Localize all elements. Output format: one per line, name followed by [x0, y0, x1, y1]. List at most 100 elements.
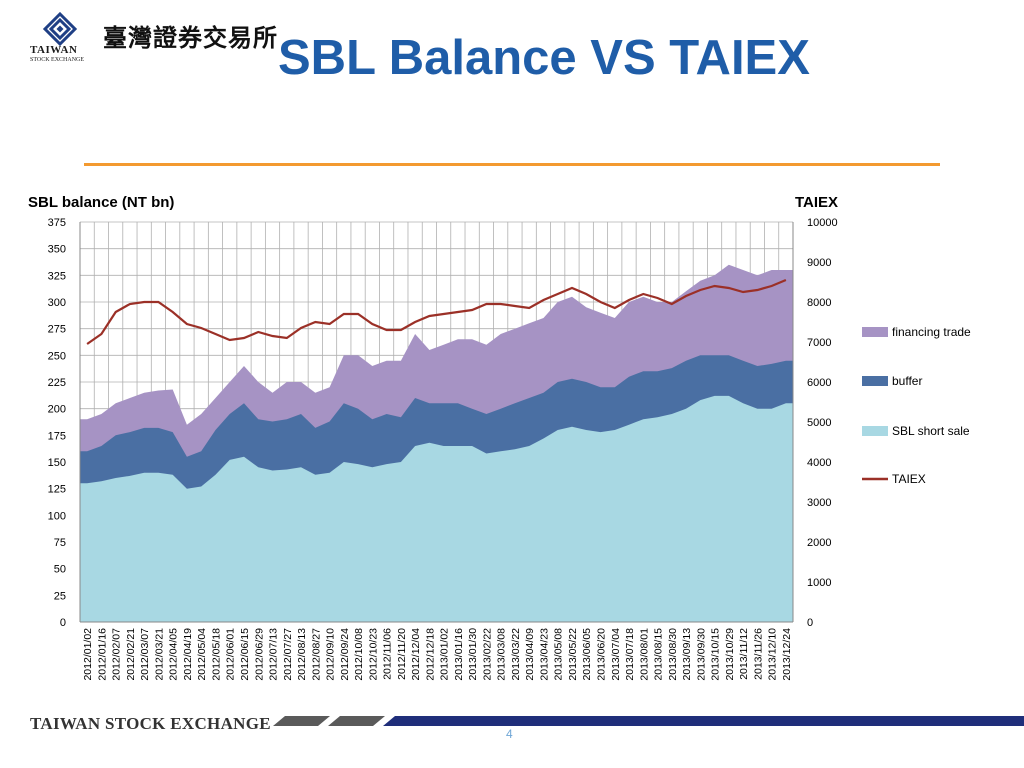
x-tick-label: 2012/11/20 — [396, 628, 408, 680]
y2-tick-label: 5000 — [807, 417, 831, 429]
logo-text-cn: 臺灣證券交易所 — [103, 23, 278, 52]
x-tick-label: 2013/07/18 — [624, 628, 636, 681]
x-tick-label: 2012/07/13 — [268, 628, 280, 681]
diamond-logo-icon — [42, 12, 78, 47]
x-tick-label: 2013/08/01 — [638, 628, 650, 681]
y2-axis-label: TAIEX — [795, 194, 838, 211]
y-tick-label: 225 — [48, 377, 66, 389]
y2-tick-label: 7000 — [807, 337, 831, 349]
x-tick-label: 2012/10/23 — [367, 628, 379, 681]
y-tick-label: 275 — [48, 324, 66, 336]
x-tick-label: 2013/09/30 — [695, 628, 707, 681]
y-tick-label: 200 — [48, 404, 66, 416]
x-tick-label: 2012/08/13 — [296, 628, 308, 681]
x-tick-label: 2012/06/01 — [225, 628, 237, 681]
line-taiex — [86, 278, 787, 345]
x-tick-label: 2013/11/12 — [738, 628, 750, 680]
x-tick-label: 2013/01/16 — [453, 628, 465, 681]
x-tick-label: 2012/04/05 — [168, 628, 180, 681]
y-tick-label: 0 — [60, 617, 66, 629]
title-divider — [84, 163, 940, 166]
y-tick-label: 325 — [48, 270, 66, 282]
footer-band — [273, 716, 1024, 726]
y-tick-label: 100 — [48, 510, 66, 522]
x-tick-label: 2012/04/19 — [182, 628, 194, 681]
legend-label: TAIEX — [892, 472, 926, 486]
x-tick-label: 2012/05/04 — [196, 628, 208, 681]
legend: financing trade buffer SBL short sale TAIEX — [862, 325, 971, 486]
x-tick-label: 2013/12/10 — [767, 628, 779, 681]
x-tick-label: 2013/12/24 — [781, 628, 793, 681]
y2-tick-label: 4000 — [807, 457, 831, 469]
y-tick-label: 250 — [48, 350, 66, 362]
legend-label: buffer — [892, 374, 922, 388]
x-tick-label: 2013/09/13 — [681, 628, 693, 681]
y-tick-label: 300 — [48, 297, 66, 309]
y-ticks: 0 25 50 75 100 125 150 175 200 225 250 275 300 325 350… — [48, 217, 66, 629]
y-tick-label: 125 — [48, 484, 66, 496]
legend-swatch — [862, 376, 888, 386]
y2-tick-label: 0 — [807, 617, 813, 629]
page-title: SBL Balance VS TAIEX — [278, 31, 810, 85]
x-tick-label: 2012/01/16 — [96, 628, 108, 681]
x-tick-label: 2013/06/20 — [596, 628, 608, 681]
x-tick-label: 2012/10/08 — [353, 628, 365, 681]
y-tick-label: 75 — [54, 537, 66, 549]
x-tick-label: 2013/06/05 — [581, 628, 593, 681]
stacked-areas — [80, 264, 793, 622]
logo-text-en-sub: STOCK EXCHANGE — [30, 57, 85, 63]
y2-tick-label: 2000 — [807, 537, 831, 549]
x-tick-label: 2012/07/27 — [282, 628, 294, 681]
legend-label: SBL short sale — [892, 424, 970, 438]
y-tick-label: 175 — [48, 430, 66, 442]
x-tick-label: 2012/02/21 — [125, 628, 137, 681]
x-tick-label: 2012/02/07 — [111, 628, 123, 681]
x-tick-label: 2013/01/02 — [439, 628, 451, 681]
x-tick-label: 2013/10/15 — [710, 628, 722, 681]
x-tick-label: 2012/12/04 — [410, 628, 422, 681]
area-sbl-short-sale — [80, 395, 793, 622]
x-ticks: 2012/01/02 2012/01/16 2012/02/07 2012/02/21… — [82, 628, 793, 681]
x-tick-label: 2012/06/29 — [253, 628, 265, 681]
legend-swatch — [862, 426, 888, 436]
x-tick-label: 2013/08/15 — [653, 628, 665, 681]
x-tick-label: 2012/11/06 — [382, 628, 394, 680]
x-tick-label: 2013/01/30 — [467, 628, 479, 681]
y-tick-label: 50 — [54, 564, 66, 576]
x-tick-label: 2013/04/23 — [539, 628, 551, 681]
x-tick-label: 2013/10/29 — [724, 628, 736, 681]
logo-text-en: TAIWAN — [30, 44, 78, 56]
x-tick-label: 2013/08/30 — [667, 628, 679, 681]
footer-brand: TAIWAN STOCK EXCHANGE — [30, 714, 271, 733]
x-tick-label: 2013/04/09 — [524, 628, 536, 681]
x-tick-label: 2013/03/22 — [510, 628, 522, 681]
y2-tick-label: 8000 — [807, 297, 831, 309]
twse-logo — [42, 12, 78, 47]
x-tick-label: 2012/01/02 — [82, 628, 94, 681]
x-tick-label: 2012/03/21 — [153, 628, 165, 681]
y2-tick-label: 9000 — [807, 257, 831, 269]
y-tick-label: 25 — [54, 590, 66, 602]
x-tick-label: 2013/05/08 — [553, 628, 565, 681]
x-tick-label: 2013/07/04 — [610, 628, 622, 681]
y2-tick-label: 1000 — [807, 577, 831, 589]
y-axis-label: SBL balance (NT bn) — [28, 194, 174, 211]
x-tick-label: 2013/03/08 — [496, 628, 508, 681]
page-number: 4 — [506, 727, 513, 741]
x-tick-label: 2013/11/26 — [752, 628, 764, 680]
y2-ticks: 0 1000 2000 3000 4000 5000 6000 7000 8000 9000 100… — [807, 217, 838, 629]
x-tick-label: 2013/02/22 — [481, 628, 493, 681]
legend-label: financing trade — [892, 325, 971, 339]
axes — [79, 222, 794, 623]
y2-tick-label: 6000 — [807, 377, 831, 389]
x-tick-label: 2013/05/22 — [567, 628, 579, 681]
x-tick-label: 2012/08/27 — [310, 628, 322, 681]
sbl-taiex-chart: SBL balance (NT bn) TAIEX 0 25 50 75 100 125 1… — [28, 194, 971, 681]
x-tick-label: 2012/03/07 — [139, 628, 151, 681]
y-tick-label: 375 — [48, 217, 66, 229]
x-tick-label: 2012/09/10 — [325, 628, 337, 681]
y2-tick-label: 10000 — [807, 217, 838, 229]
x-tick-label: 2012/05/18 — [211, 628, 223, 681]
x-tick-label: 2012/09/24 — [339, 628, 351, 681]
y2-tick-label: 3000 — [807, 497, 831, 509]
